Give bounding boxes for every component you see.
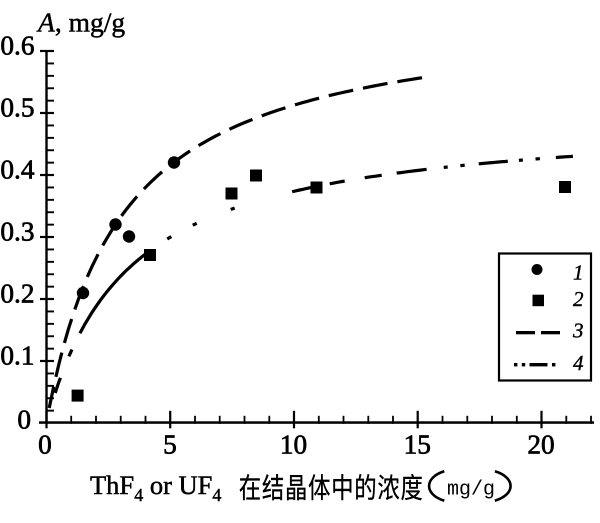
svg-text:0.1: 0.1	[0, 341, 34, 371]
svg-text:2: 2	[573, 287, 584, 311]
svg-text:10: 10	[280, 430, 307, 460]
svg-text:0.3: 0.3	[0, 217, 34, 247]
svg-text:5: 5	[163, 430, 177, 460]
svg-text:4: 4	[573, 351, 584, 375]
svg-text:ThF4 or UF4: ThF4 or UF4	[90, 470, 221, 505]
svg-text:0.5: 0.5	[0, 93, 34, 123]
svg-text:1: 1	[573, 261, 584, 285]
svg-text:mg/g: mg/g	[447, 478, 495, 501]
svg-text:3: 3	[572, 319, 584, 343]
svg-text:15: 15	[404, 430, 431, 460]
svg-text:20: 20	[527, 430, 554, 460]
svg-text:0.6: 0.6	[0, 31, 34, 61]
svg-text:0.4: 0.4	[0, 155, 34, 185]
svg-text:0: 0	[17, 405, 31, 435]
svg-text:0: 0	[38, 430, 52, 460]
svg-text:A, mg/g: A, mg/g	[36, 7, 125, 38]
svg-text:0.2: 0.2	[0, 279, 34, 309]
